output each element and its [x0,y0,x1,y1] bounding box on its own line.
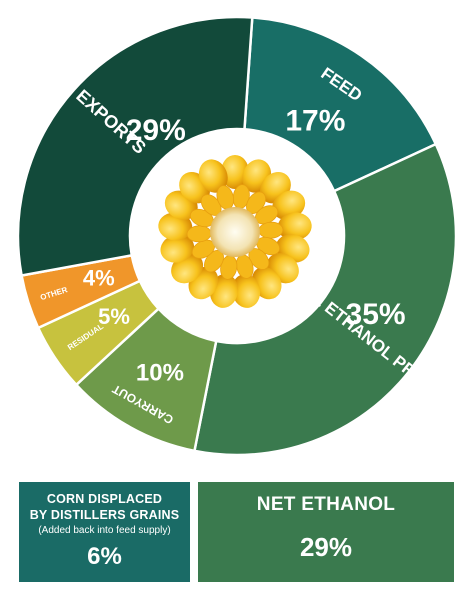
corn-displaced-note: (Added back into feed supply) [38,525,171,536]
corn-displaced-value: 6% [87,543,122,570]
slice-value-label: 17% [285,104,345,137]
slice-value-label: 5% [98,304,130,329]
corn-displaced-title-line2: BY DISTILLERS GRAINS [29,508,180,522]
slice-value-label: 4% [83,266,115,291]
net-ethanol-box: NET ETHANOL 29% [198,482,454,582]
slice-feed [243,16,438,193]
slice-value-label: 35% [346,298,406,331]
net-ethanol-value: 29% [299,532,353,562]
net-ethanol-title: NET ETHANOL [256,494,396,515]
slice-value-label: 29% [126,114,186,147]
corn-cob-icon [131,130,343,342]
slice-value-label: 10% [136,359,184,386]
slice-exports [16,15,254,277]
corn-displaced-box: CORN DISPLACED BY DISTILLERS GRAINS (Add… [19,482,190,582]
slice-total-ethanol-processing [192,142,458,457]
donut-slices [16,15,458,457]
corn-displaced-title-line1: CORN DISPLACED [46,492,163,506]
